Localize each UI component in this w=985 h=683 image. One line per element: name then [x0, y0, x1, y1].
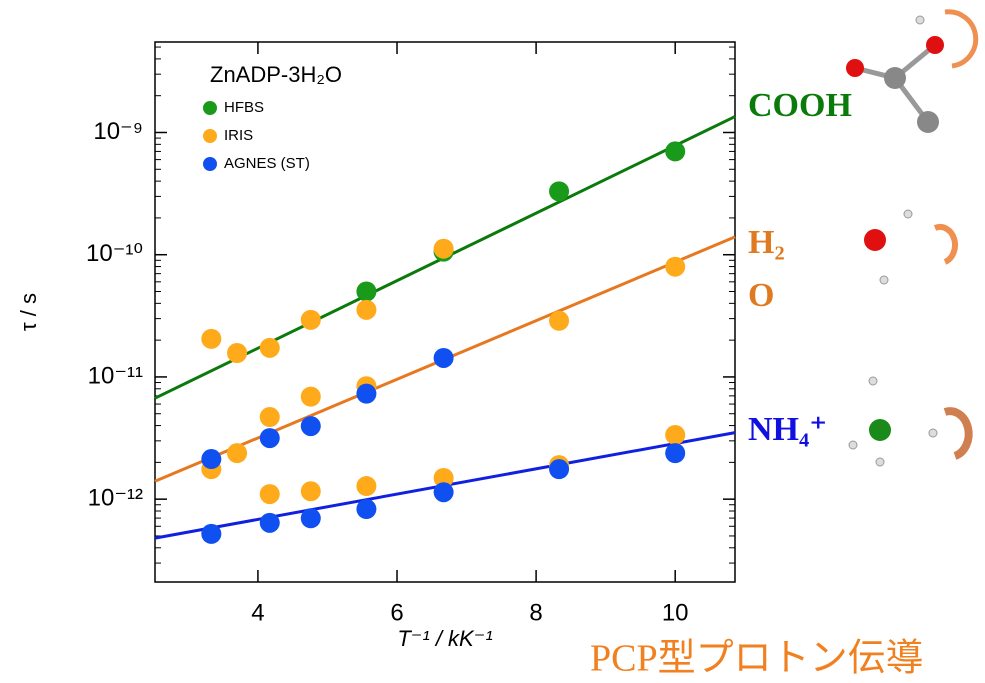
data-point: [300, 416, 321, 437]
data-point: [356, 499, 377, 520]
legend-label: IRIS: [224, 127, 253, 144]
molecule-cooh: [846, 9, 979, 133]
annotation: PCP型プロトン伝導: [590, 638, 924, 680]
data-point: [549, 310, 570, 331]
annotation: COOH: [748, 87, 852, 124]
data-point: [665, 256, 686, 277]
annotation: H₂: [748, 224, 785, 261]
molecule-nh4: [848, 376, 973, 467]
data-point: [356, 281, 377, 302]
annotation: O: [748, 277, 774, 314]
data-point: [300, 481, 321, 502]
data-point: [300, 386, 321, 407]
data-point: [433, 467, 454, 488]
y-tick-label: 10⁻¹⁰: [86, 240, 143, 267]
data-point: [201, 523, 222, 544]
data-point: [201, 449, 222, 470]
y-tick-label: 10⁻¹²: [88, 485, 143, 512]
data-point: [300, 508, 321, 529]
x-tick-label: 10: [662, 599, 689, 626]
legend-marker: [203, 157, 217, 171]
legend-label: AGNES (ST): [224, 155, 310, 172]
data-point: [259, 337, 280, 358]
plot-frame: [154, 41, 736, 583]
data-point: [433, 482, 454, 503]
x-tick-label: 8: [529, 599, 542, 626]
y-tick-label: 10⁻⁹: [93, 118, 143, 145]
data-point: [259, 428, 280, 449]
y-axis-label: τ / s: [16, 293, 41, 331]
data-point: [356, 476, 377, 497]
legend-title: ZnADP-3H₂O: [210, 62, 342, 87]
data-point: [227, 342, 248, 363]
legend-label: HFBS: [224, 99, 264, 116]
data-point: [300, 309, 321, 330]
data-point: [433, 347, 454, 368]
data-point: [665, 443, 686, 464]
data-point: [201, 328, 222, 349]
x-tick-label: 4: [251, 599, 264, 626]
x-axis-label: T⁻¹ / kK⁻¹: [397, 626, 492, 651]
legend-marker: [203, 101, 217, 115]
data-point: [433, 238, 454, 259]
data-point: [259, 484, 280, 505]
data-point: [665, 141, 686, 162]
data-point: [549, 459, 570, 480]
data-point: [227, 443, 248, 464]
data-point: [259, 407, 280, 428]
data-point: [356, 383, 377, 404]
annotation: NH₄⁺: [748, 411, 827, 448]
data-point: [259, 512, 280, 533]
legend-marker: [203, 129, 217, 143]
y-tick-label: 10⁻¹¹: [88, 362, 143, 389]
molecule-h2o: [864, 209, 958, 285]
data-point: [665, 424, 686, 445]
data-point: [549, 181, 570, 202]
data-point: [356, 299, 377, 320]
x-tick-label: 6: [390, 599, 403, 626]
